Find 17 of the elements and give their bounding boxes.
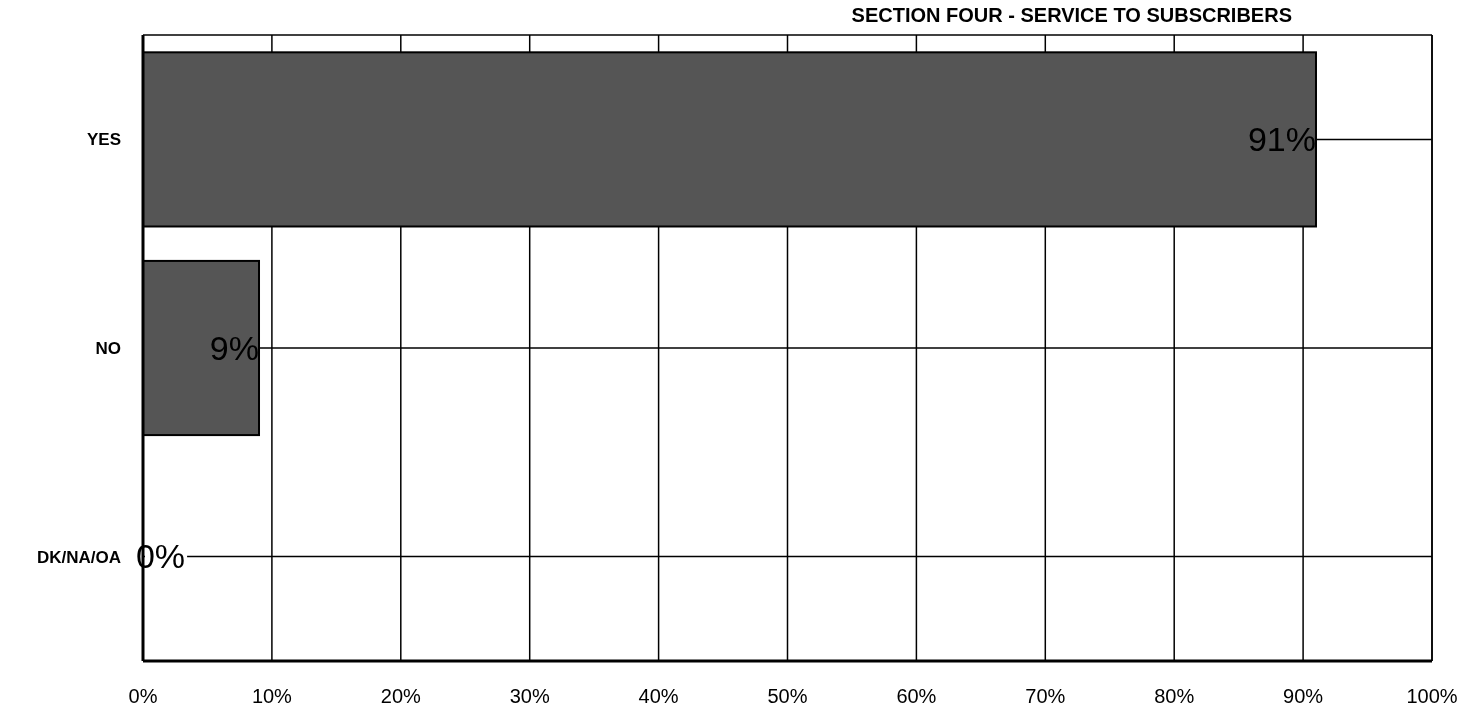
x-tick-label: 30% bbox=[509, 685, 550, 707]
x-tick-label: 40% bbox=[638, 685, 679, 707]
data-label: 9% bbox=[209, 328, 260, 367]
x-tick-label: 60% bbox=[896, 685, 937, 707]
x-tick-label: 90% bbox=[1283, 685, 1324, 707]
data-label: 91% bbox=[1247, 120, 1316, 159]
x-tick-label: 10% bbox=[251, 685, 293, 707]
x-tick-label: 70% bbox=[1025, 685, 1066, 707]
chart-title: SECTION FOUR - SERVICE TO SUBSCRIBERS bbox=[851, 4, 1292, 26]
y-tick-label: DK/NA/OA bbox=[36, 547, 121, 567]
x-tick-label: 100% bbox=[1406, 685, 1458, 707]
x-tick-label: 50% bbox=[767, 685, 808, 707]
x-tick-label: 20% bbox=[380, 685, 422, 707]
x-tick-label: 0% bbox=[128, 685, 158, 707]
x-tick-label: 80% bbox=[1154, 685, 1195, 707]
y-tick-label: YES bbox=[86, 130, 121, 150]
y-tick-label: NO bbox=[95, 338, 121, 358]
